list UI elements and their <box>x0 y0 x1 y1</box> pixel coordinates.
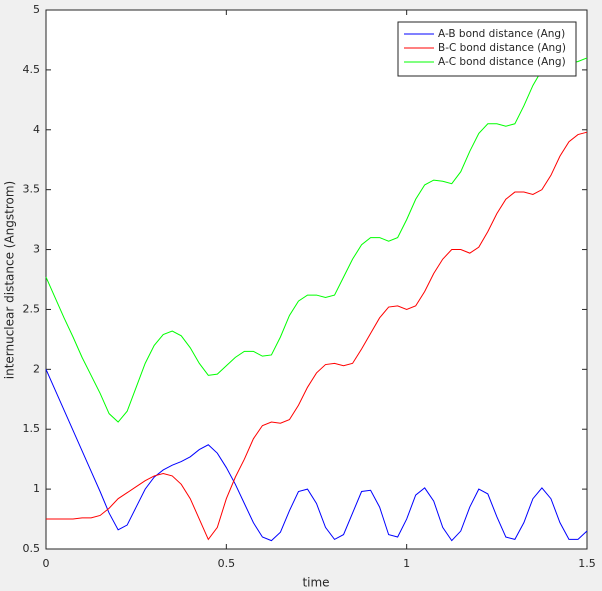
y-tick-label: 5 <box>33 3 40 16</box>
series-line <box>46 131 588 541</box>
y-axis-label: internuclear distance (Angstrom) <box>3 181 17 380</box>
y-tick-label: 2.5 <box>23 302 41 315</box>
x-tick-label: 1.5 <box>578 557 596 570</box>
x-tick-label: 0.5 <box>218 557 236 570</box>
legend-label: A-C bond distance (Ang) <box>438 56 566 68</box>
legend-box <box>397 21 577 77</box>
x-axis-label: time <box>302 576 329 590</box>
series-line <box>45 369 588 542</box>
legend: A-B bond distance (Ang) B-C bond distance… <box>397 21 577 77</box>
legend-label: B-C bond distance (Ang) <box>438 42 566 54</box>
plot-area <box>45 9 588 550</box>
legend-label: A-B bond distance (Ang) <box>438 28 565 40</box>
y-tick-label: 2 <box>33 362 40 375</box>
y-tick-label: 3 <box>33 243 40 256</box>
series-line <box>45 57 588 423</box>
x-tick-label: 0 <box>43 557 50 570</box>
y-tick-label: 4 <box>33 123 40 136</box>
y-tick-label: 1 <box>33 482 40 495</box>
y-tick-label: 3.5 <box>23 183 41 196</box>
y-tick-label: 4.5 <box>23 63 41 76</box>
x-tick-label: 1 <box>403 557 410 570</box>
y-tick-label: 0.5 <box>23 542 41 555</box>
y-tick-label: 1.5 <box>23 422 41 435</box>
